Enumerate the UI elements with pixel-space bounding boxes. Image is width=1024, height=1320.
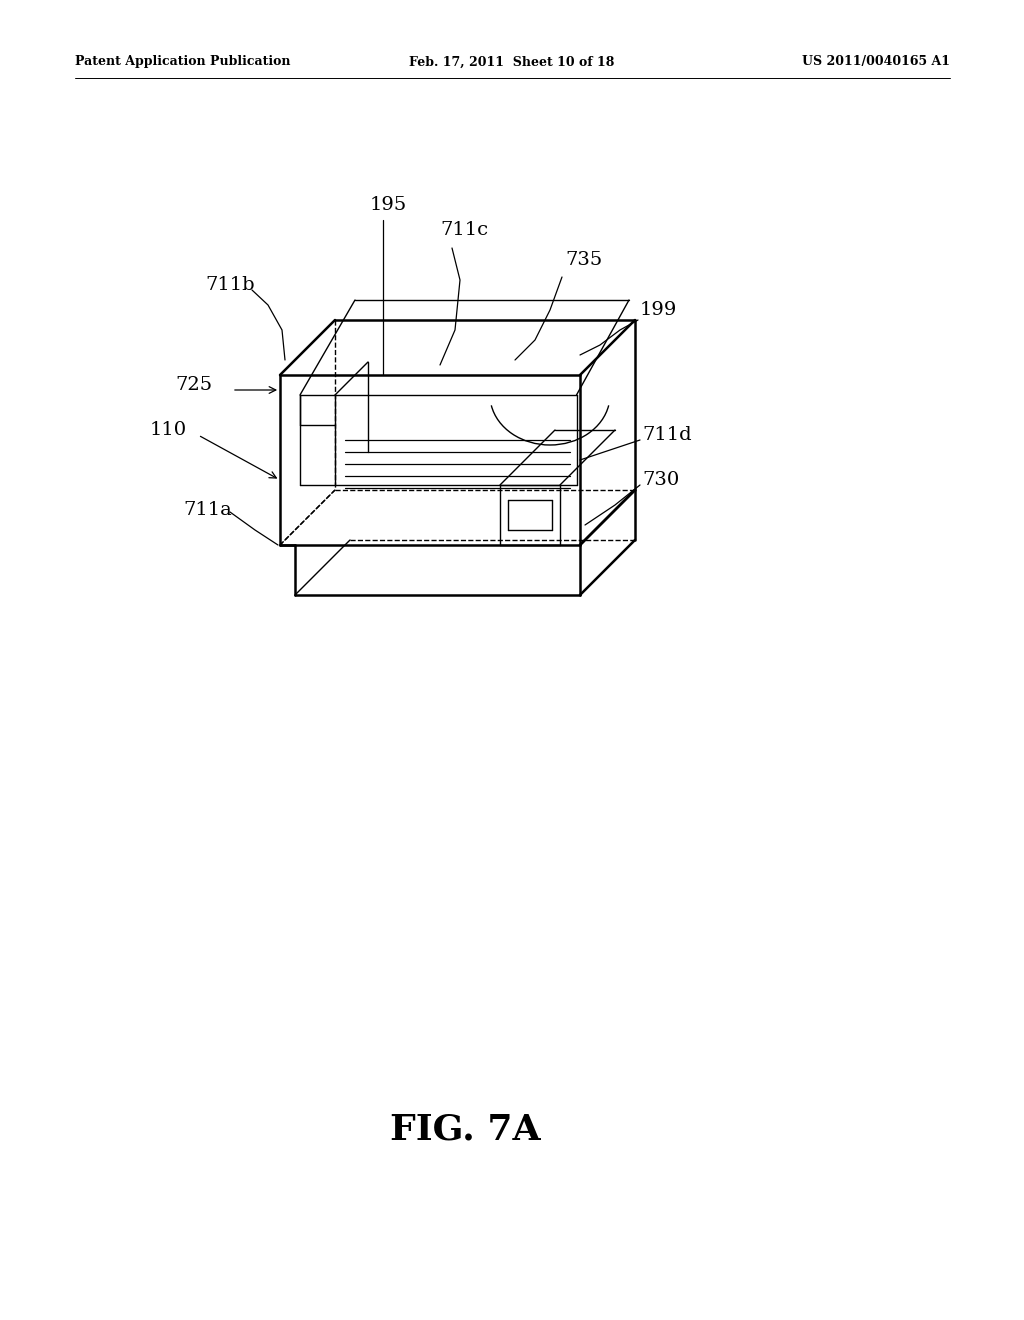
Text: 711a: 711a xyxy=(183,502,231,519)
Text: 735: 735 xyxy=(565,251,602,269)
Text: 195: 195 xyxy=(370,195,408,214)
Text: FIG. 7A: FIG. 7A xyxy=(390,1113,541,1147)
Text: Patent Application Publication: Patent Application Publication xyxy=(75,55,291,69)
Text: 711c: 711c xyxy=(440,220,488,239)
Text: 199: 199 xyxy=(640,301,677,319)
Text: US 2011/0040165 A1: US 2011/0040165 A1 xyxy=(802,55,950,69)
Text: 711d: 711d xyxy=(642,426,691,444)
Text: 110: 110 xyxy=(150,421,187,440)
Text: Feb. 17, 2011  Sheet 10 of 18: Feb. 17, 2011 Sheet 10 of 18 xyxy=(410,55,614,69)
Text: 725: 725 xyxy=(175,376,212,393)
Text: 711b: 711b xyxy=(205,276,255,294)
Text: 730: 730 xyxy=(642,471,679,488)
